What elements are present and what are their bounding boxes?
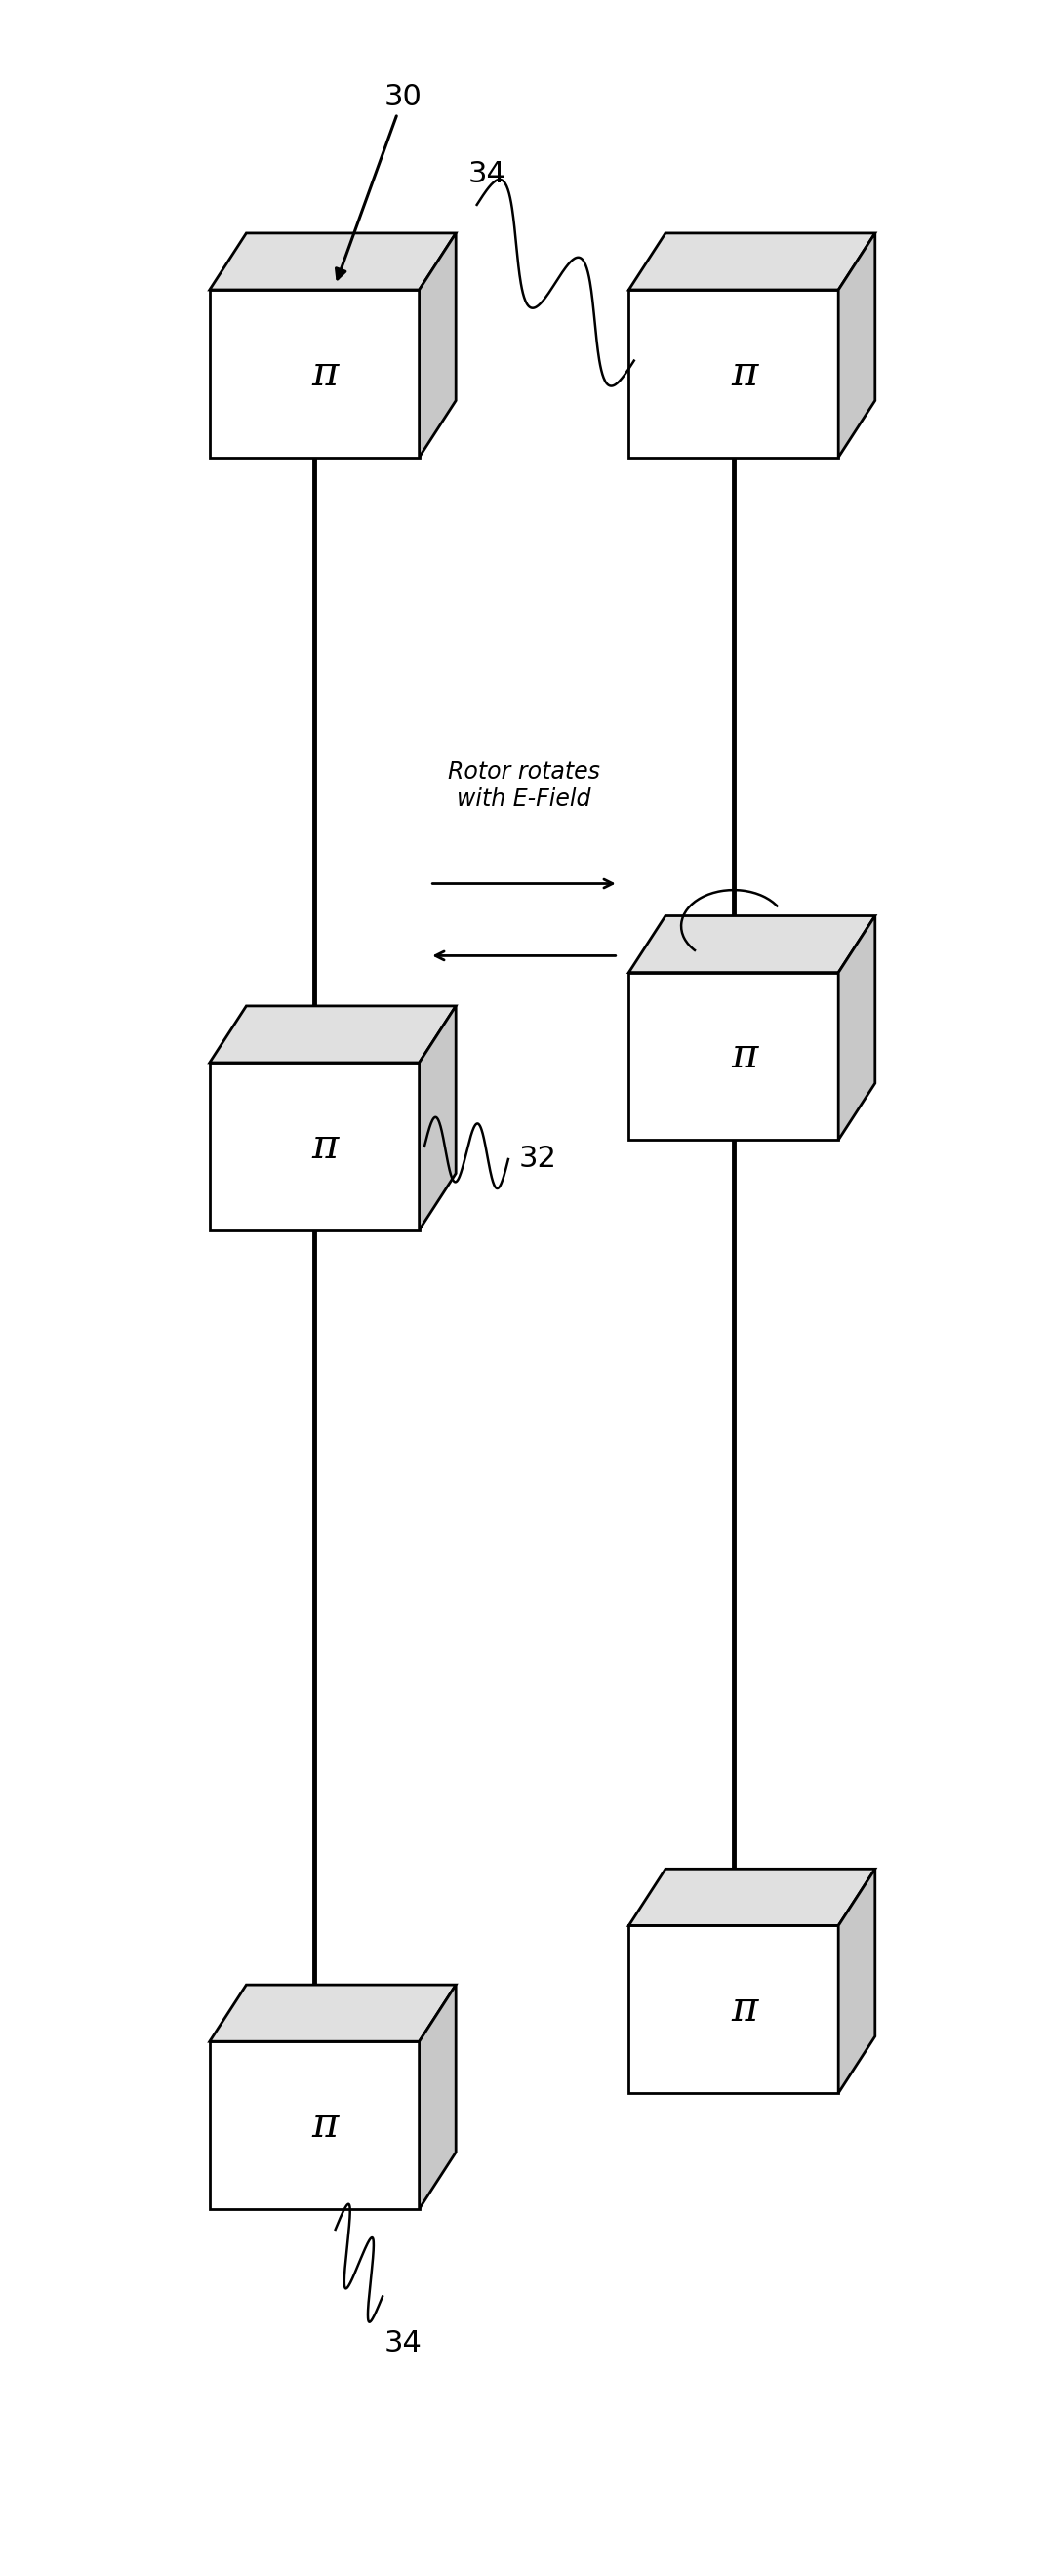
Polygon shape: [629, 291, 838, 459]
Text: π: π: [312, 1126, 339, 1167]
Text: 32: 32: [519, 1146, 556, 1172]
Text: 34: 34: [468, 160, 506, 188]
Text: 30: 30: [336, 82, 422, 278]
Polygon shape: [629, 917, 875, 974]
Polygon shape: [629, 234, 875, 291]
Polygon shape: [838, 234, 875, 459]
Text: π: π: [312, 2105, 339, 2146]
Text: π: π: [732, 1989, 758, 2030]
Polygon shape: [419, 1984, 456, 2210]
Polygon shape: [838, 1870, 875, 2092]
Polygon shape: [419, 234, 456, 459]
Polygon shape: [629, 1927, 838, 2092]
Polygon shape: [210, 2040, 419, 2210]
Text: Rotor rotates
with E-Field: Rotor rotates with E-Field: [447, 760, 601, 811]
Polygon shape: [210, 1061, 419, 1229]
Polygon shape: [210, 291, 419, 459]
Polygon shape: [419, 1005, 456, 1229]
Polygon shape: [210, 234, 456, 291]
Polygon shape: [629, 974, 838, 1139]
Polygon shape: [838, 917, 875, 1139]
Polygon shape: [210, 1005, 456, 1061]
Text: π: π: [732, 1036, 758, 1077]
Text: π: π: [732, 353, 758, 394]
Text: 34: 34: [385, 2329, 422, 2357]
Polygon shape: [629, 1870, 875, 1927]
Polygon shape: [210, 1984, 456, 2040]
Text: π: π: [312, 353, 339, 394]
